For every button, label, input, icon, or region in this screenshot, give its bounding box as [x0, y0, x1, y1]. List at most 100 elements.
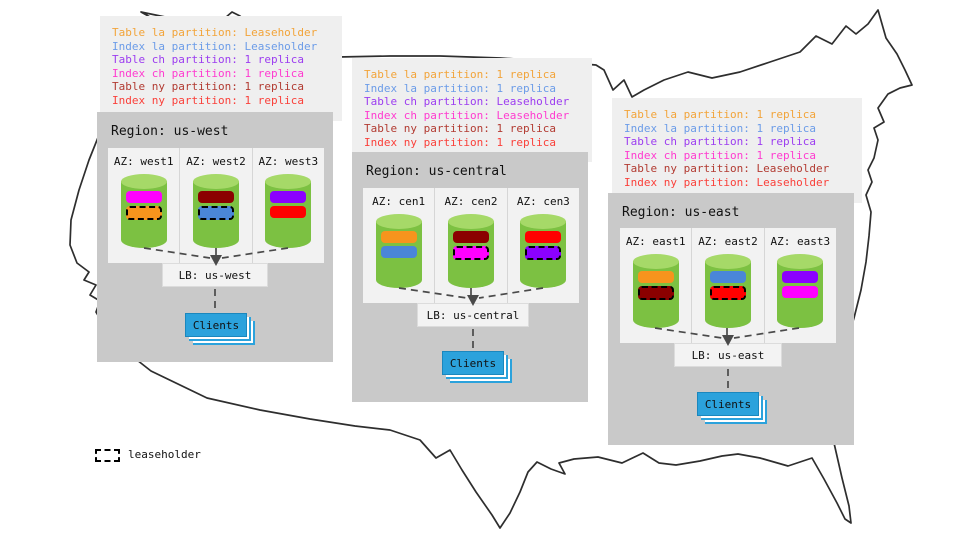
legend-box-us-east: Table la partition: 1 replica Index la p…: [612, 98, 862, 203]
lb-box: LB: us-east: [674, 343, 782, 367]
db-cylinder: [265, 174, 312, 248]
az-container: AZ: cen1 AZ: cen2: [363, 188, 579, 303]
legend-line: Table ch partition: 1 replica: [624, 135, 817, 149]
legend-line: Index la partition: 1 replica: [624, 121, 817, 135]
clients-box: Clients: [697, 392, 759, 416]
partition-bar: [270, 206, 307, 218]
db-cylinder-top: [447, 214, 494, 229]
db-cylinder: [447, 214, 494, 288]
region-title: Region: us-west: [111, 124, 229, 139]
legend-line: Index ny partition: 1 replica: [364, 135, 557, 149]
partition-bars: [637, 271, 674, 300]
az-cell: AZ: cen1: [363, 188, 436, 303]
az-label: AZ: west1: [113, 155, 174, 168]
region-us-west: Region: us-west AZ: west1 AZ: west2: [97, 112, 333, 362]
db-cylinder-top: [704, 254, 751, 269]
legend-line: Table la partition: 1 replica: [364, 68, 557, 81]
az-label: AZ: east1: [625, 235, 686, 248]
db-cylinder-top: [375, 214, 422, 229]
lb-box: LB: us-west: [162, 263, 268, 287]
az-label: AZ: east2: [698, 235, 758, 248]
partition-bar: [525, 246, 562, 260]
db-cylinder: [704, 254, 751, 328]
db-cylinder-top: [120, 174, 167, 189]
legend-line: Index ch partition: 1 replica: [112, 66, 305, 80]
partition-bar: [380, 246, 417, 258]
region-us-central: Region: us-central AZ: cen1 AZ: cen2: [352, 152, 588, 402]
partition-bar: [525, 231, 562, 243]
partition-bars: [709, 271, 746, 300]
partition-bar: [270, 191, 307, 203]
az-cell: AZ: west3: [253, 148, 324, 263]
az-label: AZ: east3: [770, 235, 831, 248]
region-title: Region: us-central: [366, 164, 507, 179]
az-label: AZ: west2: [186, 155, 246, 168]
db-cylinder: [777, 254, 824, 328]
db-cylinder: [120, 174, 167, 248]
legend-line: Index ch partition: Leaseholder: [364, 108, 570, 122]
az-container: AZ: east1 AZ: east2: [620, 228, 836, 343]
legend-line: Table ny partition: Leaseholder: [624, 162, 830, 176]
partition-bars: [525, 231, 562, 260]
partition-bar: [637, 286, 674, 300]
clients-box: Clients: [442, 351, 504, 375]
partition-bar: [782, 271, 819, 283]
az-cell: AZ: west1: [108, 148, 181, 263]
az-container: AZ: west1 AZ: west2: [108, 148, 324, 263]
db-cylinder-top: [777, 254, 824, 269]
partition-bars: [380, 231, 417, 258]
leaseholder-key-swatch: [95, 449, 120, 462]
legend-line: Table ny partition: 1 replica: [112, 80, 305, 94]
partition-bar: [452, 246, 489, 260]
legend-line: Index la partition: Leaseholder: [112, 39, 318, 53]
az-cell: AZ: cen3: [508, 188, 579, 303]
partition-bar: [782, 286, 819, 298]
az-label: AZ: cen2: [444, 195, 498, 208]
az-cell: AZ: cen2: [435, 188, 508, 303]
partition-bar: [125, 206, 162, 220]
leaseholder-key-label: leaseholder: [128, 448, 201, 461]
db-cylinder-top: [192, 174, 239, 189]
db-cylinder: [632, 254, 679, 328]
partition-bars: [270, 191, 307, 218]
legend-box-us-west: Table la partition: Leaseholder Index la…: [100, 16, 342, 121]
partition-bars: [197, 191, 234, 220]
partition-bar: [709, 271, 746, 283]
db-cylinder: [192, 174, 239, 248]
legend-line: Table ch partition: 1 replica: [112, 53, 305, 67]
legend-line: Index ny partition: Leaseholder: [624, 175, 830, 189]
partition-bars: [782, 271, 819, 298]
partition-bar: [125, 191, 162, 203]
db-cylinder-top: [632, 254, 679, 269]
az-label: AZ: cen3: [516, 195, 570, 208]
az-cell: AZ: east3: [765, 228, 836, 343]
partition-bar: [637, 271, 674, 283]
db-cylinder-top: [265, 174, 312, 189]
az-label: AZ: cen1: [372, 195, 426, 208]
partition-bars: [452, 231, 489, 260]
db-cylinder-top: [520, 214, 567, 229]
partition-bar: [197, 206, 234, 220]
db-cylinder: [520, 214, 567, 288]
partition-bar: [380, 231, 417, 243]
region-title: Region: us-east: [622, 205, 740, 220]
region-us-east: Region: us-east AZ: east1 AZ: east2: [608, 193, 854, 445]
az-cell: AZ: east1: [620, 228, 693, 343]
partition-bar: [197, 191, 234, 203]
lb-box: LB: us-central: [417, 303, 529, 327]
partition-bar: [452, 231, 489, 243]
az-cell: AZ: east2: [692, 228, 765, 343]
legend-line: Index ch partition: 1 replica: [624, 148, 817, 162]
legend-line: Index la partition: 1 replica: [364, 81, 557, 95]
az-label: AZ: west3: [258, 155, 319, 168]
partition-bars: [125, 191, 162, 220]
legend-line: Index ny partition: 1 replica: [112, 93, 305, 107]
clients-box: Clients: [185, 313, 247, 337]
legend-line: Table la partition: Leaseholder: [112, 26, 318, 39]
az-cell: AZ: west2: [180, 148, 253, 263]
partition-bar: [709, 286, 746, 300]
legend-line: Table la partition: 1 replica: [624, 108, 817, 121]
db-cylinder: [375, 214, 422, 288]
legend-line: Table ch partition: Leaseholder: [364, 95, 570, 109]
